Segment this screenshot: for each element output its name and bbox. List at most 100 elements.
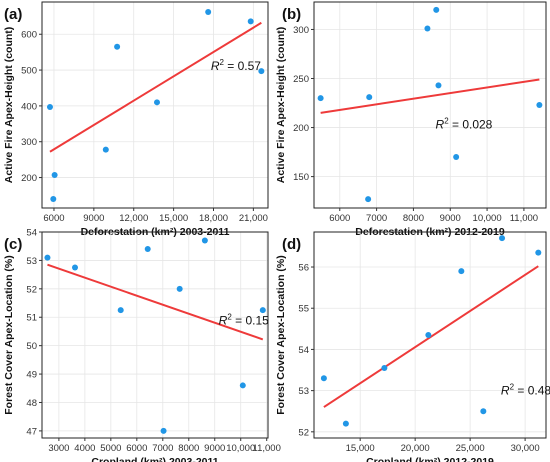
plot-frame <box>313 1 547 209</box>
y-tick-label: 52 <box>26 284 37 295</box>
data-point <box>71 264 78 271</box>
y-tick-label: 250 <box>293 74 309 85</box>
panel-c: 3000 4000 5000 6000 7000 8000 9000 10,00011,000… <box>3 228 281 462</box>
y-tick-label: 55 <box>298 304 309 315</box>
x-tick-label: 3000 <box>48 443 69 454</box>
data-point <box>435 82 442 89</box>
plot-frame <box>41 231 269 439</box>
data-point <box>50 196 57 203</box>
data-point <box>453 153 460 160</box>
data-point <box>480 408 487 415</box>
data-point <box>102 146 109 153</box>
x-tick-label: 6000 <box>329 213 350 224</box>
r-squared-exponent: 2 <box>220 58 225 67</box>
y-tick-label: 53 <box>298 386 309 397</box>
x-tick-label: 7000 <box>366 213 387 224</box>
panel-label: (c) <box>4 236 22 253</box>
r-squared-label: R2 = 0.57 <box>211 58 261 73</box>
panel-b: 6000 7000 8000 9000 10,000 11,000 150 200 250 300… <box>275 1 547 238</box>
data-point <box>258 68 265 75</box>
y-tick-label: 49 <box>26 370 37 381</box>
data-point <box>433 6 440 13</box>
x-tick-label: 10,000 <box>226 443 255 454</box>
plot-frame <box>313 231 547 439</box>
data-point <box>535 249 542 256</box>
data-point <box>117 307 124 314</box>
x-tick-label: 8000 <box>178 443 199 454</box>
y-axis-title: Forest Cover Apex-Location (%) <box>275 255 287 414</box>
r-squared-value: = 0.028 <box>449 118 493 132</box>
data-point <box>46 103 53 110</box>
panel-a: 6000 9000 12,000 15,000 18,000 21,000 200 300 40… <box>3 1 269 238</box>
data-point <box>320 375 327 382</box>
x-tick-label: 30,000 <box>511 443 540 454</box>
regression-line <box>47 263 264 341</box>
x-axis-title: Cropland (km²) 2012-2019 <box>366 456 494 462</box>
data-point <box>381 364 388 371</box>
x-tick-label: 20,000 <box>401 443 430 454</box>
x-tick-label: 6000 <box>126 443 147 454</box>
y-tick-label: 54 <box>26 228 37 239</box>
data-point <box>153 99 160 106</box>
data-point <box>458 268 465 275</box>
panel-label: (d) <box>282 236 301 253</box>
data-point <box>51 172 58 179</box>
data-point <box>201 237 208 244</box>
x-tick-label: 9000 <box>204 443 225 454</box>
r-squared-symbol: R <box>211 59 220 73</box>
y-tick-label: 56 <box>298 263 309 274</box>
panel-d: 15,000 20,000 25,000 30,000 52 53 54 55 56 Cropla… <box>275 231 550 462</box>
x-tick-label: 9000 <box>440 213 461 224</box>
y-tick-label: 53 <box>26 256 37 267</box>
y-tick-label: 51 <box>26 313 37 324</box>
plot-frame <box>41 1 269 209</box>
r-squared-symbol: R <box>436 118 445 132</box>
data-point <box>425 332 432 338</box>
x-tick-label: 15,000 <box>346 443 375 454</box>
y-tick-label: 500 <box>21 66 37 77</box>
regression-line <box>49 21 262 153</box>
r-squared-label: R2 = 0.48 <box>501 383 550 398</box>
data-point <box>424 25 431 32</box>
x-tick-label: 9000 <box>83 213 104 224</box>
data-point <box>317 95 324 102</box>
x-tick-label: 21,000 <box>239 213 268 224</box>
y-tick-label: 48 <box>26 398 37 409</box>
y-axis-title: Forest Cover Apex-Location (%) <box>3 255 15 414</box>
y-tick-label: 47 <box>26 426 37 437</box>
y-tick-label: 54 <box>298 345 309 356</box>
panel-label: (a) <box>4 6 22 23</box>
y-axis-title: Active Fire Apex-Height (count) <box>3 27 15 184</box>
r-squared-symbol: R <box>501 384 510 398</box>
data-point <box>247 18 254 25</box>
r-squared-exponent: 2 <box>227 312 232 321</box>
data-point <box>499 235 506 242</box>
r-squared-exponent: 2 <box>510 383 515 392</box>
x-tick-label: 12,000 <box>119 213 148 224</box>
r-squared-label: R2 = 0.15 <box>219 312 269 327</box>
regression-line <box>320 78 540 114</box>
data-point <box>536 102 543 108</box>
panel-label: (b) <box>282 6 301 23</box>
x-tick-label: 15,000 <box>159 213 188 224</box>
data-point <box>239 382 246 389</box>
r-squared-value: = 0.57 <box>224 59 261 73</box>
data-point <box>365 196 372 203</box>
x-tick-label: 10,000 <box>473 213 502 224</box>
x-tick-label: 5000 <box>100 443 121 454</box>
x-tick-label: 11,000 <box>253 443 281 454</box>
x-tick-label: 11,000 <box>510 213 538 224</box>
data-point <box>144 246 151 253</box>
regression-line <box>323 265 539 408</box>
y-axis-title: Active Fire Apex-Height (count) <box>275 27 287 184</box>
y-tick-label: 400 <box>21 101 37 112</box>
data-point <box>160 427 167 434</box>
y-tick-label: 200 <box>293 123 309 134</box>
data-point <box>114 43 121 50</box>
data-point <box>44 254 51 261</box>
x-tick-label: 18,000 <box>199 213 228 224</box>
x-tick-label: 7000 <box>152 443 173 454</box>
y-tick-label: 200 <box>21 173 37 184</box>
x-tick-label: 8000 <box>403 213 424 224</box>
r-squared-symbol: R <box>219 313 228 327</box>
